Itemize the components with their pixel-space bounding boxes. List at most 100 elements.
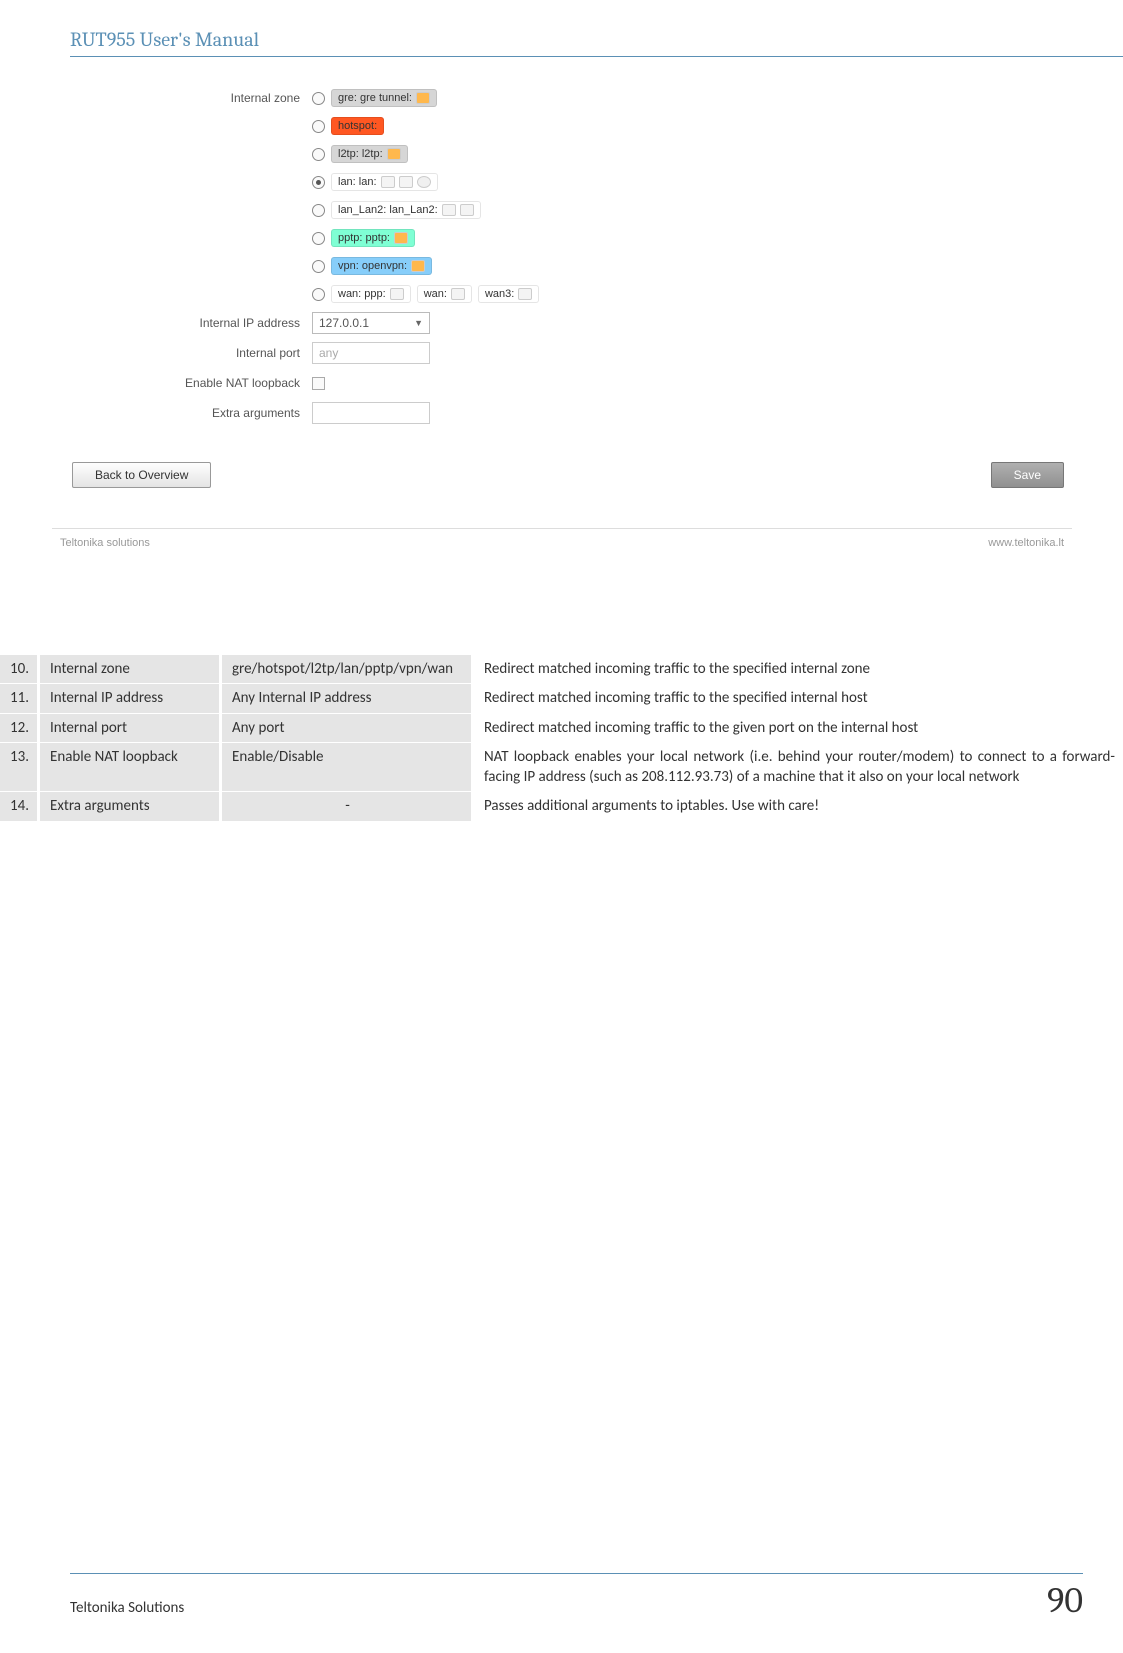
row-value: - <box>221 792 473 821</box>
screenshot-footer-right: www.teltonika.lt <box>988 537 1064 549</box>
zone-radio[interactable] <box>312 92 325 105</box>
zone-badge: lan_Lan2: lan_Lan2: <box>331 201 481 219</box>
zone-radio[interactable] <box>312 120 325 133</box>
zone-radio[interactable] <box>312 176 325 189</box>
nat-loopback-checkbox[interactable] <box>312 377 325 390</box>
host-icon <box>460 204 474 216</box>
table-row: 14.Extra arguments-Passes additional arg… <box>0 792 1123 821</box>
internal-port-input[interactable]: any <box>312 342 430 364</box>
row-number: 10. <box>0 655 39 684</box>
row-value: Any port <box>221 713 473 742</box>
table-row: 13.Enable NAT loopbackEnable/DisableNAT … <box>0 742 1123 792</box>
internal-ip-label: Internal IP address <box>52 316 312 330</box>
zone-field-label: Internal zone <box>52 91 312 105</box>
internal-ip-row: Internal IP address 127.0.0.1 ▼ <box>52 309 1072 337</box>
lock-icon <box>387 148 401 160</box>
description-table: 10.Internal zonegre/hotspot/l2tp/lan/ppt… <box>0 654 1123 822</box>
lock-icon <box>416 92 430 104</box>
zone-row: vpn: openvpn: <box>52 253 1072 279</box>
zone-radio[interactable] <box>312 260 325 273</box>
row-field: Internal zone <box>39 655 221 684</box>
extra-args-label: Extra arguments <box>52 406 312 420</box>
zone-row: wan: ppp: wan: wan3: <box>52 281 1072 307</box>
table-row: 10.Internal zonegre/hotspot/l2tp/lan/ppt… <box>0 655 1123 684</box>
form-area: Internal zone gre: gre tunnel: hotspot: l2t… <box>52 80 1072 427</box>
footer-rule <box>70 1573 1083 1574</box>
host-icon <box>390 288 404 300</box>
back-button[interactable]: Back to Overview <box>72 462 211 488</box>
host-icon <box>381 176 395 188</box>
host-icon <box>451 288 465 300</box>
host-icon <box>442 204 456 216</box>
zone-row: Internal zone gre: gre tunnel: <box>52 85 1072 111</box>
zone-badge-label: hotspot: <box>338 120 377 132</box>
row-description: Redirect matched incoming traffic to the… <box>473 684 1123 713</box>
zone-radio[interactable] <box>312 288 325 301</box>
zone-row: pptp: pptp: <box>52 225 1072 251</box>
router-ui-screenshot: Internal zone gre: gre tunnel: hotspot: l2t… <box>52 80 1072 549</box>
extra-args-row: Extra arguments <box>52 399 1072 427</box>
row-number: 13. <box>0 742 39 792</box>
nat-loopback-row: Enable NAT loopback <box>52 369 1072 397</box>
zone-badge-label: pptp: pptp: <box>338 232 390 244</box>
zone-badge: wan: <box>417 285 472 303</box>
footer-left: Teltonika Solutions <box>70 1599 184 1617</box>
zone-badge: l2tp: l2tp: <box>331 145 408 163</box>
zone-row: lan_Lan2: lan_Lan2: <box>52 197 1072 223</box>
zone-badge-label: wan: <box>424 288 447 300</box>
row-description: Redirect matched incoming traffic to the… <box>473 655 1123 684</box>
zone-badge-label: gre: gre tunnel: <box>338 92 412 104</box>
row-field: Internal IP address <box>39 684 221 713</box>
zone-badge: vpn: openvpn: <box>331 257 432 275</box>
row-field: Extra arguments <box>39 792 221 821</box>
internal-ip-select[interactable]: 127.0.0.1 ▼ <box>312 312 430 334</box>
row-value: Enable/Disable <box>221 742 473 792</box>
zone-row: hotspot: <box>52 113 1072 139</box>
row-description: Passes additional arguments to iptables.… <box>473 792 1123 821</box>
zone-badge-label: l2tp: l2tp: <box>338 148 383 160</box>
host-icon <box>518 288 532 300</box>
wave-icon <box>417 176 431 188</box>
zone-row: l2tp: l2tp: <box>52 141 1072 167</box>
row-field: Internal port <box>39 713 221 742</box>
row-value: gre/hotspot/l2tp/lan/pptp/vpn/wan <box>221 655 473 684</box>
zone-badge: wan3: <box>478 285 539 303</box>
internal-ip-value: 127.0.0.1 <box>319 316 369 330</box>
zone-badge-label: vpn: openvpn: <box>338 260 407 272</box>
zone-badge-label: lan: lan: <box>338 176 377 188</box>
row-value: Any Internal IP address <box>221 684 473 713</box>
row-number: 12. <box>0 713 39 742</box>
zone-badge-label: lan_Lan2: lan_Lan2: <box>338 204 438 216</box>
zone-badge: gre: gre tunnel: <box>331 89 437 107</box>
lock-icon <box>394 232 408 244</box>
zone-radio[interactable] <box>312 204 325 217</box>
zone-row: lan: lan: <box>52 169 1072 195</box>
zone-badge-label: wan: ppp: <box>338 288 386 300</box>
table-row: 12.Internal portAny portRedirect matched… <box>0 713 1123 742</box>
internal-port-row: Internal port any <box>52 339 1072 367</box>
nat-loopback-label: Enable NAT loopback <box>52 376 312 390</box>
page-number: 90 <box>1047 1580 1083 1621</box>
row-description: Redirect matched incoming traffic to the… <box>473 713 1123 742</box>
page-header-title: RUT955 User's Manual <box>70 28 259 51</box>
extra-args-input[interactable] <box>312 402 430 424</box>
internal-port-label: Internal port <box>52 346 312 360</box>
zone-radio[interactable] <box>312 148 325 161</box>
screenshot-footer-left: Teltonika solutions <box>60 537 150 549</box>
chevron-down-icon: ▼ <box>414 318 423 328</box>
zone-badge: lan: lan: <box>331 173 438 191</box>
button-row: Back to Overview Save <box>52 462 1072 488</box>
zone-badge: hotspot: <box>331 117 384 135</box>
header-rule <box>70 56 1123 57</box>
zone-badge: wan: ppp: <box>331 285 411 303</box>
zone-radio[interactable] <box>312 232 325 245</box>
screenshot-footer: Teltonika solutions www.teltonika.lt <box>52 528 1072 549</box>
lock-icon <box>411 260 425 272</box>
row-number: 14. <box>0 792 39 821</box>
zone-badge-label: wan3: <box>485 288 514 300</box>
row-field: Enable NAT loopback <box>39 742 221 792</box>
save-button[interactable]: Save <box>991 462 1064 488</box>
page-footer: Teltonika Solutions 90 <box>70 1573 1083 1621</box>
host-icon <box>399 176 413 188</box>
row-number: 11. <box>0 684 39 713</box>
